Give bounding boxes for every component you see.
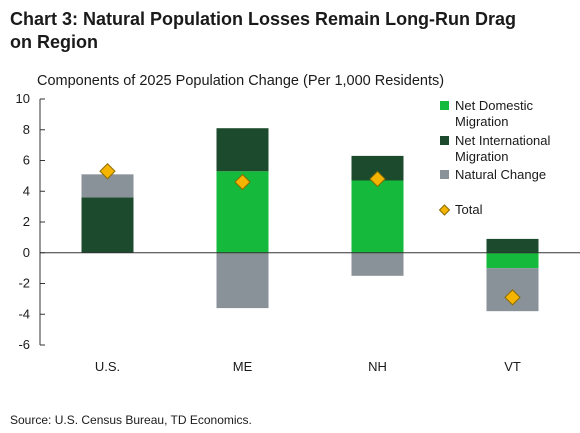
y-tick-label: 2: [23, 214, 30, 229]
total-marker-vt: [504, 289, 521, 306]
total-marker-me: [234, 173, 251, 191]
x-category-label: ME: [233, 359, 253, 374]
bar-net-domestic-vt: [486, 252, 539, 269]
total-marker-us: [99, 163, 116, 180]
y-tick-label: 4: [23, 183, 30, 198]
total-marker-nh: [369, 170, 386, 188]
chart-subtitle: Components of 2025 Population Change (Pe…: [37, 73, 445, 89]
legend-swatch-natural-change: [440, 170, 449, 179]
bar-natural-change-us: [81, 174, 134, 198]
legend-label-net-domestic: Net Domestic Migration: [455, 98, 534, 129]
bar-net-international-me: [216, 128, 269, 172]
x-category-label: VT: [504, 359, 521, 374]
legend-label-natural-change: Natural Change: [455, 167, 546, 182]
y-tick-label: -2: [18, 276, 30, 291]
y-tick-label: 0: [23, 245, 30, 260]
y-tick-label: -4: [18, 306, 30, 321]
y-tick-label: 8: [23, 122, 30, 137]
bar-net-international-vt: [486, 238, 539, 253]
bar-net-international-us: [81, 197, 134, 253]
chart-title: Chart 3: Natural Population Losses Remai…: [10, 9, 517, 52]
bar-natural-change-me: [216, 252, 269, 309]
x-category-label: NH: [368, 359, 387, 374]
legend-label-net-international: Net International Migration: [455, 133, 551, 164]
legend-swatch-total: [438, 204, 451, 216]
y-tick-label: 10: [16, 91, 30, 106]
bar-natural-change-nh: [351, 252, 404, 276]
y-tick-label: 6: [23, 153, 30, 168]
legend-swatch-net-international: [440, 136, 449, 145]
source-note: Source: U.S. Census Bureau, TD Economics…: [10, 413, 252, 427]
legend-swatch-net-domestic: [440, 101, 449, 110]
y-tick-label: -6: [18, 337, 30, 352]
bar-net-domestic-nh: [351, 180, 404, 253]
legend-label-total: Total: [455, 202, 483, 217]
x-category-label: U.S.: [95, 359, 120, 374]
